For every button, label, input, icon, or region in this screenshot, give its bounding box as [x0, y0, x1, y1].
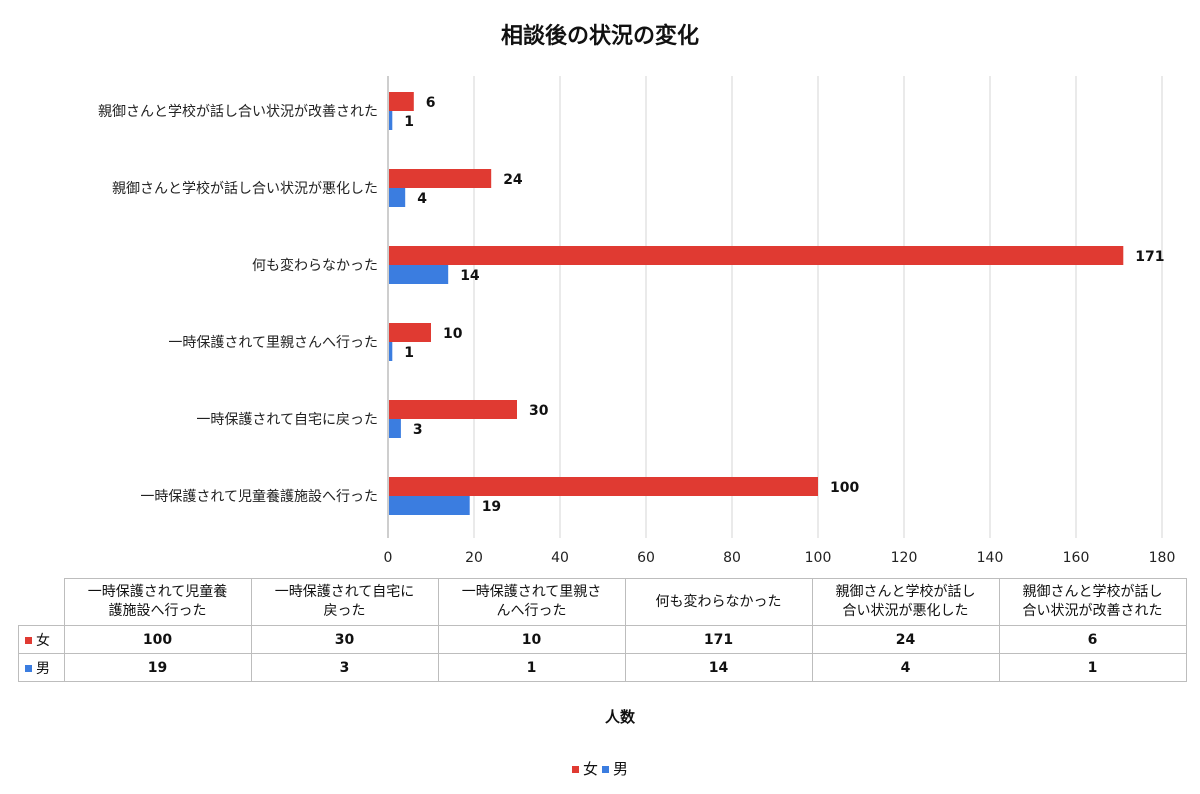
- table-series-name: 女: [18, 625, 65, 654]
- table-body: 女 100 30 10 171 24 6 男 19 3 1 14 4 1: [18, 625, 1187, 682]
- data-label: 1: [404, 114, 414, 130]
- bar-male: [389, 111, 393, 130]
- data-label: 10: [443, 326, 463, 342]
- x-tick-label: 120: [891, 550, 918, 566]
- table-cell: 10: [437, 625, 626, 654]
- chart-title: 相談後の状況の変化: [500, 24, 699, 49]
- data-label: 30: [529, 403, 549, 419]
- bar-female: [389, 323, 431, 342]
- category-label: 一時保護されて里親さんへ行った: [168, 335, 378, 351]
- data-label: 19: [482, 499, 501, 515]
- table-header-cell: 一時保護されて自宅に 戻った: [250, 578, 439, 626]
- x-tick-label: 180: [1149, 550, 1176, 566]
- data-label: 6: [426, 95, 436, 111]
- x-tick-label: 0: [384, 550, 393, 566]
- bar-male: [389, 342, 393, 361]
- table-header-cell: 何も変わらなかった: [624, 578, 813, 626]
- x-tick-label: 140: [977, 550, 1004, 566]
- x-tick-label: 20: [465, 550, 483, 566]
- table-cell: 30: [250, 625, 439, 654]
- table-cell: 100: [63, 625, 252, 654]
- data-label: 24: [503, 172, 523, 188]
- bar-female: [389, 169, 492, 188]
- category-label: 一時保護されて自宅に戻った: [196, 412, 378, 428]
- data-table: 一時保護されて児童養 護施設へ行った 一時保護されて自宅に 戻った 一時保護されて里親さ…: [18, 578, 1187, 682]
- x-tick-label: 100: [805, 550, 832, 566]
- data-label: 100: [830, 480, 859, 496]
- table-corner: [18, 578, 65, 626]
- table-series-name: 男: [18, 653, 65, 682]
- x-axis-label: 人数: [604, 708, 635, 726]
- table-cell: 1: [437, 653, 626, 682]
- x-tick-label: 80: [723, 550, 741, 566]
- bar-male: [389, 265, 449, 284]
- table-cell: 171: [624, 625, 813, 654]
- table-cell: 6: [998, 625, 1187, 654]
- table-header-cell: 一時保護されて児童養 護施設へ行った: [63, 578, 252, 626]
- bar-female: [389, 400, 517, 419]
- table-cell: 24: [811, 625, 1000, 654]
- bar-male: [389, 419, 401, 438]
- table-cell: 19: [63, 653, 252, 682]
- table-header-cell: 親御さんと学校が話し 合い状況が悪化した: [811, 578, 1000, 626]
- data-label: 171: [1135, 249, 1164, 265]
- table-cell: 1: [998, 653, 1187, 682]
- table-row: 女 100 30 10 171 24 6: [18, 625, 1187, 654]
- table-cell: 4: [811, 653, 1000, 682]
- category-label: 親御さんと学校が話し合い状況が悪化した: [112, 180, 378, 197]
- category-label: 親御さんと学校が話し合い状況が改善された: [98, 103, 378, 120]
- legend-swatch: [25, 637, 32, 644]
- bar-chart-plot: 0 20 40 60 80 100 120 140 160 180 親御さんと学校が話し合い状況が改…: [98, 76, 1176, 566]
- bar-male: [389, 188, 406, 207]
- table-cell: 14: [624, 653, 813, 682]
- legend-swatch: [571, 766, 579, 773]
- legend-item: 男: [602, 758, 628, 779]
- category-label: 何も変わらなかった: [252, 257, 378, 274]
- category-label: 一時保護されて児童養護施設へ行った: [140, 488, 378, 505]
- bar-female: [389, 477, 818, 496]
- data-label: 1: [404, 345, 414, 361]
- table-cell: 3: [250, 653, 439, 682]
- table-header-cell: 一時保護されて里親さ んへ行った: [437, 578, 626, 626]
- x-tick-label: 160: [1063, 550, 1090, 566]
- data-label: 4: [417, 191, 427, 207]
- table-header-row: 一時保護されて児童養 護施設へ行った 一時保護されて自宅に 戻った 一時保護されて里親さ…: [18, 578, 1187, 626]
- table-header-cell: 親御さんと学校が話し 合い状況が改善された: [998, 578, 1187, 626]
- data-label: 14: [460, 268, 480, 284]
- bar-female: [389, 246, 1124, 265]
- bar-female: [389, 92, 414, 111]
- legend: 女男: [0, 758, 1200, 779]
- data-label: 3: [413, 422, 423, 438]
- legend-swatch: [25, 665, 32, 672]
- x-tick-label: 40: [551, 550, 569, 566]
- legend-swatch: [602, 766, 609, 773]
- bar-male: [389, 496, 470, 515]
- table-row: 男 19 3 1 14 4 1: [18, 653, 1187, 682]
- legend-item: 女: [571, 758, 598, 779]
- x-tick-label: 60: [637, 550, 655, 566]
